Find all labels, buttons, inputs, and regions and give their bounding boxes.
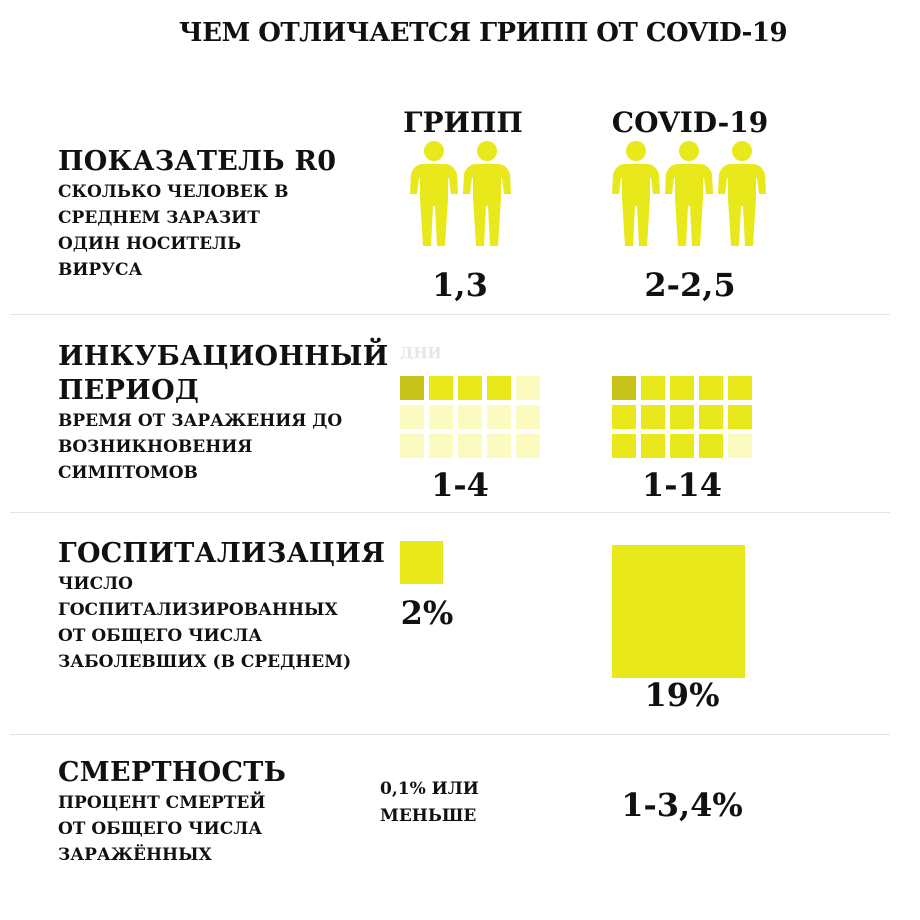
mortality-flu-block: 0,1% ИЛИ МЕНЬШЕ xyxy=(380,776,479,830)
day-cell xyxy=(429,434,453,458)
r0-subtitle-line-3: ОДИН НОСИТЕЛЬ xyxy=(58,234,242,254)
day-cell xyxy=(728,376,752,400)
infographic-title: ЧЕМ ОТЛИЧАЕТСЯ ГРИПП ОТ COVID-19 xyxy=(178,18,788,48)
day-cell xyxy=(458,434,482,458)
day-cell xyxy=(641,376,665,400)
day-cell xyxy=(641,405,665,429)
hospitalization-title: ГОСПИТАЛИЗАЦИЯ xyxy=(58,538,386,569)
day-cell xyxy=(728,405,752,429)
day-cell xyxy=(641,434,665,458)
r0-subtitle-line-4: ВИРУСА xyxy=(58,260,143,280)
r0-label-block: ПОКАЗАТЕЛЬ R0 СКОЛЬКО ЧЕЛОВЕК В СРЕДНЕМ … xyxy=(58,145,336,283)
day-cell xyxy=(699,376,723,400)
section-divider xyxy=(10,734,890,735)
day-cell xyxy=(429,405,453,429)
hospitalization-subtitle-line-1: ЧИСЛО xyxy=(58,574,133,594)
person-icon xyxy=(463,141,511,246)
day-cell xyxy=(612,434,636,458)
day-cell xyxy=(487,405,511,429)
day-cell xyxy=(670,376,694,400)
mortality-subtitle-line-3: ЗАРАЖЁННЫХ xyxy=(58,845,212,865)
day-cell xyxy=(699,405,723,429)
flu-days-grid xyxy=(400,376,540,458)
day-cell xyxy=(670,434,694,458)
incubation-subtitle-line-1: ВРЕМЯ ОТ ЗАРАЖЕНИЯ ДО xyxy=(58,411,343,431)
incubation-label-block: ИНКУБАЦИОННЫЙ ПЕРИОД ВРЕМЯ ОТ ЗАРАЖЕНИЯ … xyxy=(58,340,389,486)
day-cell xyxy=(516,405,540,429)
days-unit-label: ДНИ xyxy=(400,344,442,362)
hospitalization-subtitle-line-3: ОТ ОБЩЕГО ЧИСЛА xyxy=(58,626,263,646)
day-cell xyxy=(429,376,453,400)
person-icon xyxy=(410,141,458,246)
covid-hospitalization-square xyxy=(612,545,745,678)
hospitalization-flu-value: 2% xyxy=(400,594,454,632)
covid-people-group xyxy=(612,140,766,248)
day-cell xyxy=(670,405,694,429)
incubation-covid-value: 1-14 xyxy=(641,466,723,504)
day-cell xyxy=(487,434,511,458)
column-header-covid: COVID-19 xyxy=(611,106,769,139)
r0-title: ПОКАЗАТЕЛЬ R0 xyxy=(58,146,337,177)
day-cell xyxy=(400,405,424,429)
day-cell xyxy=(516,434,540,458)
hospitalization-label-block: ГОСПИТАЛИЗАЦИЯ ЧИСЛО ГОСПИТАЛИЗИРОВАННЫХ… xyxy=(58,537,385,675)
mortality-covid-value: 1-3,4% xyxy=(621,786,743,824)
day-cell xyxy=(400,376,424,400)
day-cell xyxy=(612,405,636,429)
day-cell xyxy=(487,376,511,400)
mortality-flu-value-line-1: 0,1% ИЛИ xyxy=(380,779,479,799)
incubation-flu-value: 1-4 xyxy=(431,466,489,504)
incubation-title-line-1: ИНКУБАЦИОННЫЙ xyxy=(58,341,389,372)
r0-flu-value: 1,3 xyxy=(432,266,488,304)
person-icon xyxy=(665,141,713,246)
hospitalization-subtitle-line-4: ЗАБОЛЕВШИХ (В СРЕДНЕМ) xyxy=(58,652,352,672)
mortality-title: СМЕРТНОСТЬ xyxy=(58,757,287,788)
person-icon xyxy=(718,141,766,246)
r0-subtitle-line-2: СРЕДНЕМ ЗАРАЗИТ xyxy=(58,208,260,228)
mortality-subtitle-line-1: ПРОЦЕНТ СМЕРТЕЙ xyxy=(58,793,266,813)
flu-people-group xyxy=(410,140,511,248)
day-cell xyxy=(612,376,636,400)
day-cell xyxy=(699,434,723,458)
person-icon xyxy=(612,141,660,246)
hospitalization-subtitle-line-2: ГОСПИТАЛИЗИРОВАННЫХ xyxy=(58,600,338,620)
section-divider xyxy=(10,512,890,513)
incubation-subtitle-line-2: ВОЗНИКНОВЕНИЯ xyxy=(58,437,253,457)
hospitalization-covid-value: 19% xyxy=(644,676,720,714)
incubation-subtitle-line-3: СИМПТОМОВ xyxy=(58,463,198,483)
day-cell xyxy=(458,376,482,400)
column-header-flu: ГРИПП xyxy=(403,106,523,139)
flu-hospitalization-square xyxy=(400,541,443,584)
incubation-title-line-2: ПЕРИОД xyxy=(58,375,200,406)
mortality-label-block: СМЕРТНОСТЬ ПРОЦЕНТ СМЕРТЕЙ ОТ ОБЩЕГО ЧИС… xyxy=(58,756,286,868)
day-cell xyxy=(400,434,424,458)
section-divider xyxy=(10,314,890,315)
day-cell xyxy=(458,405,482,429)
day-cell xyxy=(516,376,540,400)
mortality-flu-value-line-2: МЕНЬШЕ xyxy=(380,806,477,826)
r0-subtitle-line-1: СКОЛЬКО ЧЕЛОВЕК В xyxy=(58,182,289,202)
day-cell xyxy=(728,434,752,458)
r0-covid-value: 2-2,5 xyxy=(644,266,736,304)
covid-days-grid xyxy=(612,376,752,458)
mortality-subtitle-line-2: ОТ ОБЩЕГО ЧИСЛА xyxy=(58,819,263,839)
